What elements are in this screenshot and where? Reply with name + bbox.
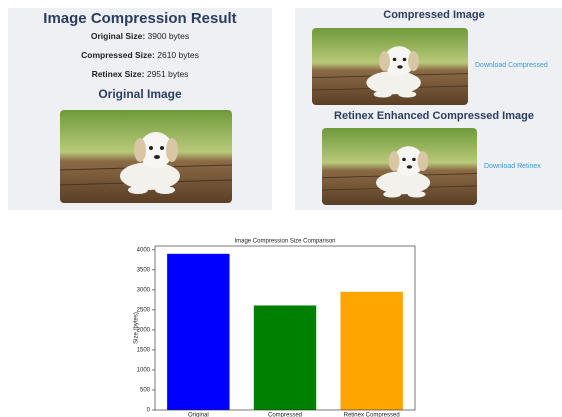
y-tick-label: 2500 [137,307,151,313]
download-compressed[interactable]: Download Compressed [475,62,548,69]
image-heading: Original Image [8,87,272,101]
retinex-image [322,128,477,205]
x-tick-label: Compressed [268,413,302,417]
stat-value: 2951 bytes [147,69,189,79]
stat-label: Compressed Size: [81,50,155,60]
chart-title: Image Compression Size Comparison [234,239,335,245]
result-title: Image Compression Result [8,10,272,27]
x-tick-label: Original [188,413,209,417]
bar [254,305,316,410]
stat-line: Retinex Size: 2951 bytes [8,69,272,79]
bar [167,254,229,410]
stat-value: 3900 bytes [148,31,190,41]
stat-line: Compressed Size: 2610 bytes [8,50,272,60]
page: Image Compression Result Original Size: … [0,0,562,417]
stat-label: Retinex Size: [92,69,145,79]
y-tick-label: 500 [140,388,151,394]
retinex-heading: Retinex Enhanced Compressed Image [295,110,562,122]
download-retinex[interactable]: Download Retinex [484,163,541,170]
stat-line: Original Size: 3900 bytes [8,31,272,41]
stat-label: Original Size: [91,31,145,41]
original-image [60,110,232,203]
y-tick-label: 4000 [137,247,151,253]
y-tick-label: 3000 [137,287,151,293]
stat-value: 2610 bytes [157,50,199,60]
y-tick-label: 2000 [137,327,151,333]
y-tick-label: 0 [147,408,151,414]
bar [340,292,402,410]
x-tick-label: Retinex Compressed [344,413,400,417]
result-panel: Image Compression Result Original Size: … [8,8,272,210]
y-tick-label: 1500 [137,348,151,354]
compressed-image [312,28,468,105]
compressed-heading: Compressed Image [295,9,562,21]
y-tick-label: 3500 [137,267,151,273]
chart: Image Compression Size Comparison Size (… [0,220,562,417]
compressed-panel: Compressed Image Download Compressed Ret… [295,8,562,210]
y-tick-label: 1000 [137,368,151,374]
